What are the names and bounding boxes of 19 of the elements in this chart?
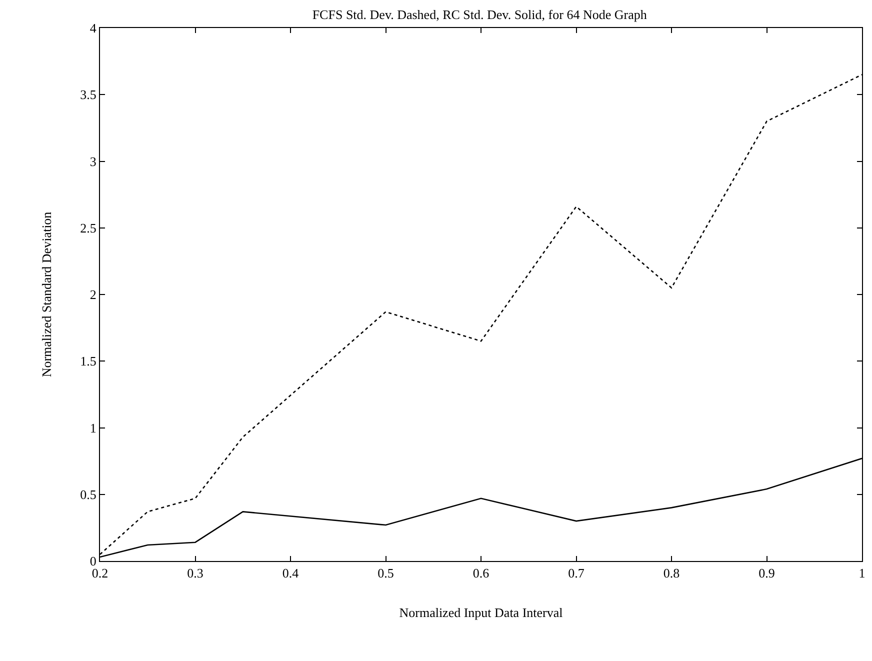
y-tick-label: 4 xyxy=(90,20,97,36)
y-tick-label: 2 xyxy=(90,287,96,302)
x-tick-label: 0.7 xyxy=(568,566,585,581)
chart-title: FCFS Std. Dev. Dashed, RC Std. Dev. Solid, for 64 Node Graph xyxy=(312,7,648,22)
y-tick-label: 1 xyxy=(90,420,96,436)
y-axis-title: Normalized Standard Deviation xyxy=(39,211,54,378)
y-tick-label: 1.5 xyxy=(80,354,96,369)
x-tick-label: 0.3 xyxy=(187,566,204,581)
x-tick-label: 0.8 xyxy=(663,566,680,581)
x-axis-title: Normalized Input Data Interval xyxy=(399,605,564,620)
y-tick-label: 0.5 xyxy=(80,486,96,502)
x-tick-label: 1 xyxy=(858,566,866,581)
y-tick-label: 3.5 xyxy=(80,87,96,102)
y-tick-label: 2.5 xyxy=(80,220,96,236)
x-tick-label: 0.9 xyxy=(758,566,775,581)
x-tick-label: 0.4 xyxy=(282,566,300,581)
x-tick-label: 0.5 xyxy=(378,566,394,581)
y-tick-label: 3 xyxy=(90,154,96,169)
x-tick-label: 0.6 xyxy=(472,566,490,581)
